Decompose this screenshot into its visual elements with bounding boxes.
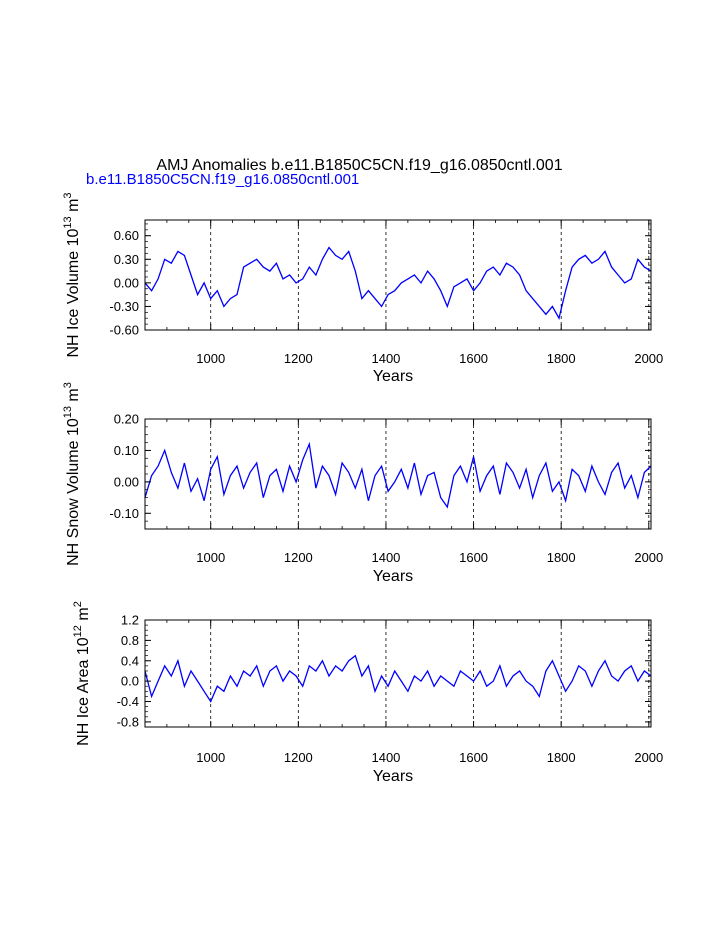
x-axis-label: Years (373, 768, 413, 785)
plot-frame (144, 219, 652, 331)
x-tick-label-1800: 1800 (547, 750, 576, 765)
x-tick-label-2000: 2000 (634, 550, 663, 565)
series-line-ice-area (144, 654, 652, 703)
x-tick-label-1000: 1000 (196, 550, 225, 565)
figure-subtitle: b.e11.B1850C5CN.f19_g16.0850cntl.001 (86, 171, 360, 188)
x-tick-label-1400: 1400 (371, 550, 400, 565)
y-tick-label: 0.10 (114, 443, 139, 458)
series-line-ice-volume (144, 246, 652, 320)
x-tick-label-2000: 2000 (634, 351, 663, 366)
x-tick-label-1200: 1200 (284, 351, 313, 366)
y-tick-label: 1.2 (121, 613, 139, 628)
y-axis-label: NH Snow Volume 1013 m3 (62, 382, 82, 566)
y-tick-label: -0.30 (109, 299, 139, 314)
x-tick-label-1200: 1200 (284, 550, 313, 565)
y-tick-label: 0.8 (121, 633, 139, 648)
x-tick-label-1000: 1000 (196, 750, 225, 765)
chart-ice-area: 1000 1200 1400 1600 1800 2000 -0.8 -0.4 0.0 0.4 0.… (72, 601, 663, 785)
y-tick-label: -0.60 (109, 323, 139, 338)
x-axis-label: Years (373, 568, 413, 585)
x-tick-label-1800: 1800 (547, 550, 576, 565)
y-tick-label: 0.20 (114, 412, 139, 427)
series-line-snow-volume (144, 441, 652, 509)
x-tick-label-1600: 1600 (459, 750, 488, 765)
plot-frame (144, 619, 652, 728)
y-tick-label: 0.00 (114, 275, 139, 290)
x-tick-label-1600: 1600 (459, 351, 488, 366)
y-tick-label: -0.8 (117, 714, 139, 729)
x-tick-label-1000: 1000 (196, 351, 225, 366)
chart-ice-volume: 1000 1200 1400 1600 1800 2000 -0.60 -0.30 0.00 0.… (62, 192, 663, 385)
chart-snow-volume: 1000 1200 1400 1600 1800 2000 -0.10 0.00 0.10 0.2… (62, 382, 663, 585)
x-tick-label-1800: 1800 (547, 351, 576, 366)
y-tick-label: -0.4 (117, 694, 139, 709)
y-axis-label: NH Ice Area 1012 m2 (72, 601, 92, 746)
figure-title: AMJ Anomalies b.e11.B1850C5CN.f19_g16.08… (156, 157, 563, 174)
x-tick-label-1200: 1200 (284, 750, 313, 765)
y-tick-label: -0.10 (109, 506, 139, 521)
y-tick-label: 0.0 (121, 674, 139, 689)
y-tick-label: 0.30 (114, 252, 139, 267)
x-tick-label-1400: 1400 (371, 750, 400, 765)
x-tick-label-1600: 1600 (459, 550, 488, 565)
x-tick-label-2000: 2000 (634, 750, 663, 765)
x-tick-label-1400: 1400 (371, 351, 400, 366)
y-tick-label: 0.4 (121, 653, 139, 668)
y-axis-label: NH Ice Volume 1013 m3 (62, 192, 82, 357)
y-tick-label: 0.60 (114, 228, 139, 243)
x-axis-label: Years (373, 368, 413, 385)
y-tick-label: 0.00 (114, 474, 139, 489)
